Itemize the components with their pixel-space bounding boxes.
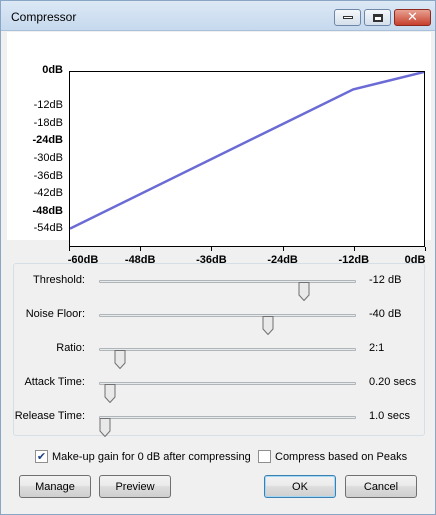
ok-button[interactable]: OK xyxy=(264,475,336,498)
ratio-slider-thumb[interactable] xyxy=(114,350,126,369)
threshold-slider[interactable] xyxy=(99,280,356,301)
noise-floor-value: -40 dB xyxy=(369,308,402,320)
makeup-gain-option[interactable]: ✔ Make-up gain for 0 dB after compressin… xyxy=(35,450,251,463)
threshold-row: Threshold: -12 dB xyxy=(1,271,436,301)
maximize-button[interactable] xyxy=(364,9,391,26)
makeup-gain-label: Make-up gain for 0 dB after compressing xyxy=(52,450,251,463)
y-tick-label: 0dB xyxy=(42,64,63,76)
manage-button[interactable]: Manage xyxy=(19,475,91,498)
preview-button[interactable]: Preview xyxy=(99,475,171,498)
compress-peaks-label: Compress based on Peaks xyxy=(275,450,408,463)
noise-floor-slider[interactable] xyxy=(99,314,356,335)
minimize-button[interactable] xyxy=(334,9,361,26)
attack-time-row: Attack Time: 0.20 secs xyxy=(1,373,436,403)
ratio-value: 2:1 xyxy=(369,342,385,354)
x-tick-mark xyxy=(425,247,426,251)
close-icon: ✕ xyxy=(407,10,418,25)
window-title: Compressor xyxy=(11,10,77,24)
makeup-gain-checkbox[interactable]: ✔ xyxy=(35,450,48,463)
y-tick-label: -24dB xyxy=(32,134,63,147)
ratio-slider[interactable] xyxy=(99,348,356,369)
threshold-slider-thumb[interactable] xyxy=(298,282,310,301)
y-tick-label: -36dB xyxy=(33,169,63,182)
threshold-label: Threshold: xyxy=(33,274,85,286)
y-tick-label: -12dB xyxy=(33,99,63,112)
release-time-label: Release Time: xyxy=(14,410,85,422)
attack-time-label: Attack Time: xyxy=(24,376,85,388)
title-bar[interactable]: Compressor ✕ xyxy=(1,1,435,31)
cancel-button[interactable]: Cancel xyxy=(345,475,417,498)
compression-curve-panel: 0dB -12dB -18dB -24dB -30dB -36dB -42dB -48dB -5… xyxy=(7,32,431,266)
x-tick-mark xyxy=(354,247,355,251)
y-tick-label: -54dB xyxy=(33,222,63,235)
attack-time-value: 0.20 secs xyxy=(369,376,417,388)
x-tick-mark xyxy=(283,247,284,251)
attack-time-slider-thumb[interactable] xyxy=(104,384,116,403)
release-time-value: 1.0 secs xyxy=(369,410,410,422)
noise-floor-label: Noise Floor: xyxy=(25,308,85,320)
attack-time-slider[interactable] xyxy=(99,382,356,403)
curve-series-line-0 xyxy=(69,70,425,230)
noise-floor-slider-thumb[interactable] xyxy=(262,316,274,335)
x-tick-mark xyxy=(140,247,141,251)
noise-floor-row: Noise Floor: -40 dB xyxy=(1,305,436,335)
threshold-value: -12 dB xyxy=(369,274,402,286)
y-tick-label: -18dB xyxy=(33,116,63,129)
curve-chart xyxy=(69,70,425,230)
release-time-row: Release Time: 1.0 secs xyxy=(1,407,436,437)
y-tick-label: -42dB xyxy=(33,187,63,200)
close-button[interactable]: ✕ xyxy=(394,9,431,26)
x-tick-mark xyxy=(69,247,70,251)
ratio-label: Ratio: xyxy=(56,342,85,354)
plot-area xyxy=(69,70,425,247)
compress-peaks-option[interactable]: Compress based on Peaks xyxy=(258,450,407,463)
y-tick-label: -48dB xyxy=(32,204,63,217)
ratio-row: Ratio: 2:1 xyxy=(1,339,436,369)
release-time-slider[interactable] xyxy=(99,416,356,437)
checkmark-icon: ✔ xyxy=(36,450,47,463)
minimize-icon xyxy=(342,16,353,19)
y-tick-label: -30dB xyxy=(33,152,63,164)
maximize-icon xyxy=(372,13,383,22)
release-time-slider-thumb[interactable] xyxy=(99,418,111,437)
x-tick-mark xyxy=(211,247,212,251)
controls-group xyxy=(13,263,425,436)
compress-peaks-checkbox[interactable] xyxy=(258,450,271,463)
